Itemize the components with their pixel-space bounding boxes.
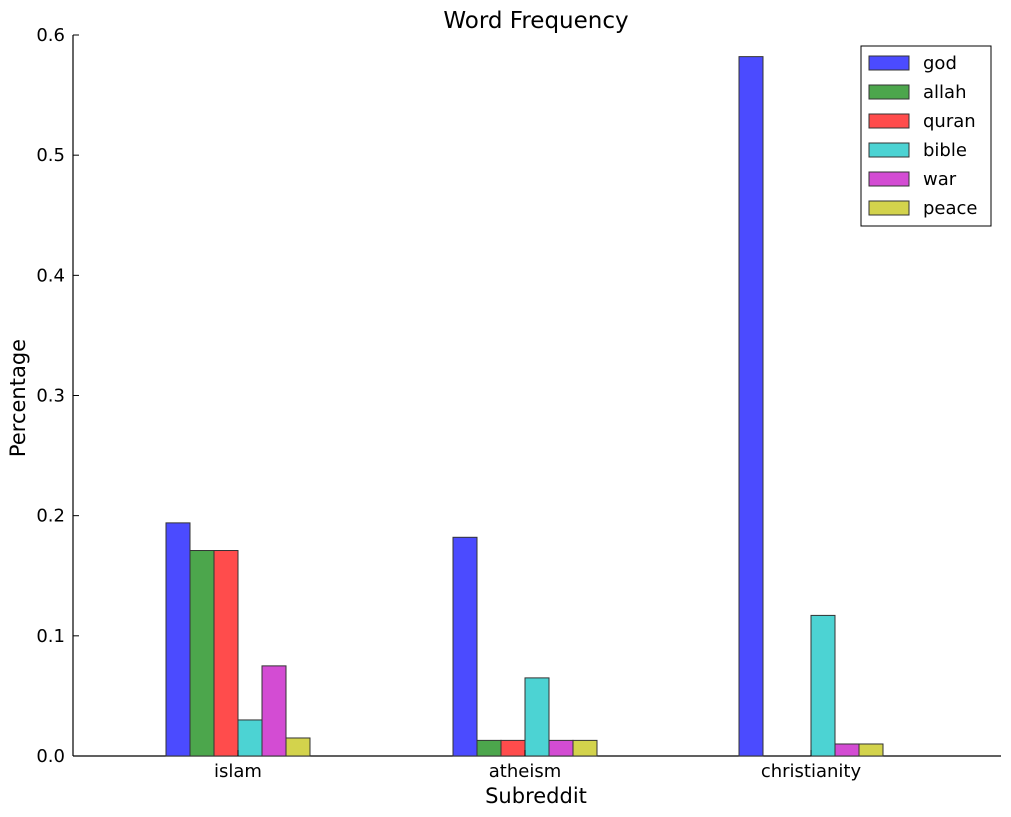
bar-god-islam — [165, 522, 191, 757]
bar-god-atheism — [452, 536, 478, 757]
legend-box — [860, 45, 992, 227]
bar-peace-christianity — [858, 743, 884, 757]
plot-area: 0.0 0.1 0.2 0.3 0.4 0.5 0.6 islam atheism christi… — [36, 25, 1001, 782]
y-axis-title: Percentage — [6, 339, 30, 457]
x-tick-label: islam — [214, 761, 262, 782]
bar-peace-islam — [285, 737, 311, 757]
legend-swatch-god — [868, 55, 910, 71]
bar-god-christianity — [738, 56, 764, 757]
legend-label-peace: peace — [923, 198, 978, 219]
legend-swatch-peace — [868, 200, 910, 216]
y-tick-label: 0.0 — [36, 746, 65, 767]
legend-label-allah: allah — [923, 82, 966, 103]
y-tick-label: 0.2 — [36, 506, 65, 527]
legend-swatch-quran — [868, 113, 910, 129]
chart-title: Word Frequency — [443, 8, 628, 34]
legend-label-bible: bible — [923, 140, 967, 161]
bar-bible-christianity — [810, 614, 836, 757]
legend-label-quran: quran — [923, 111, 976, 132]
x-axis-title: Subreddit — [485, 784, 587, 808]
y-tick-label: 0.3 — [36, 386, 65, 407]
x-tick-label: christianity — [761, 761, 862, 782]
y-tick-label: 0.5 — [36, 145, 65, 166]
legend-swatch-allah — [868, 84, 910, 100]
bar-quran-islam — [213, 550, 239, 757]
bar-peace-atheism — [572, 739, 598, 757]
bar-allah-atheism — [476, 739, 502, 757]
legend-label-war: war — [923, 169, 957, 190]
bar-bible-atheism — [524, 677, 550, 757]
legend-label-god: god — [923, 53, 957, 74]
bar-allah-islam — [189, 550, 215, 757]
legend-swatch-war — [868, 171, 910, 187]
legend-swatch-bible — [868, 142, 910, 158]
bar-war-christianity — [834, 743, 860, 757]
y-tick-label: 0.6 — [36, 25, 65, 46]
bar-quran-atheism — [500, 739, 526, 757]
legend: god allah quran bible war peace — [860, 45, 992, 227]
bar-war-islam — [261, 665, 287, 757]
bar-war-atheism — [548, 739, 574, 757]
bar-bible-islam — [237, 719, 263, 757]
y-tick-label: 0.1 — [36, 626, 65, 647]
y-tick-label: 0.4 — [36, 265, 65, 286]
x-tick-label: atheism — [489, 761, 561, 782]
